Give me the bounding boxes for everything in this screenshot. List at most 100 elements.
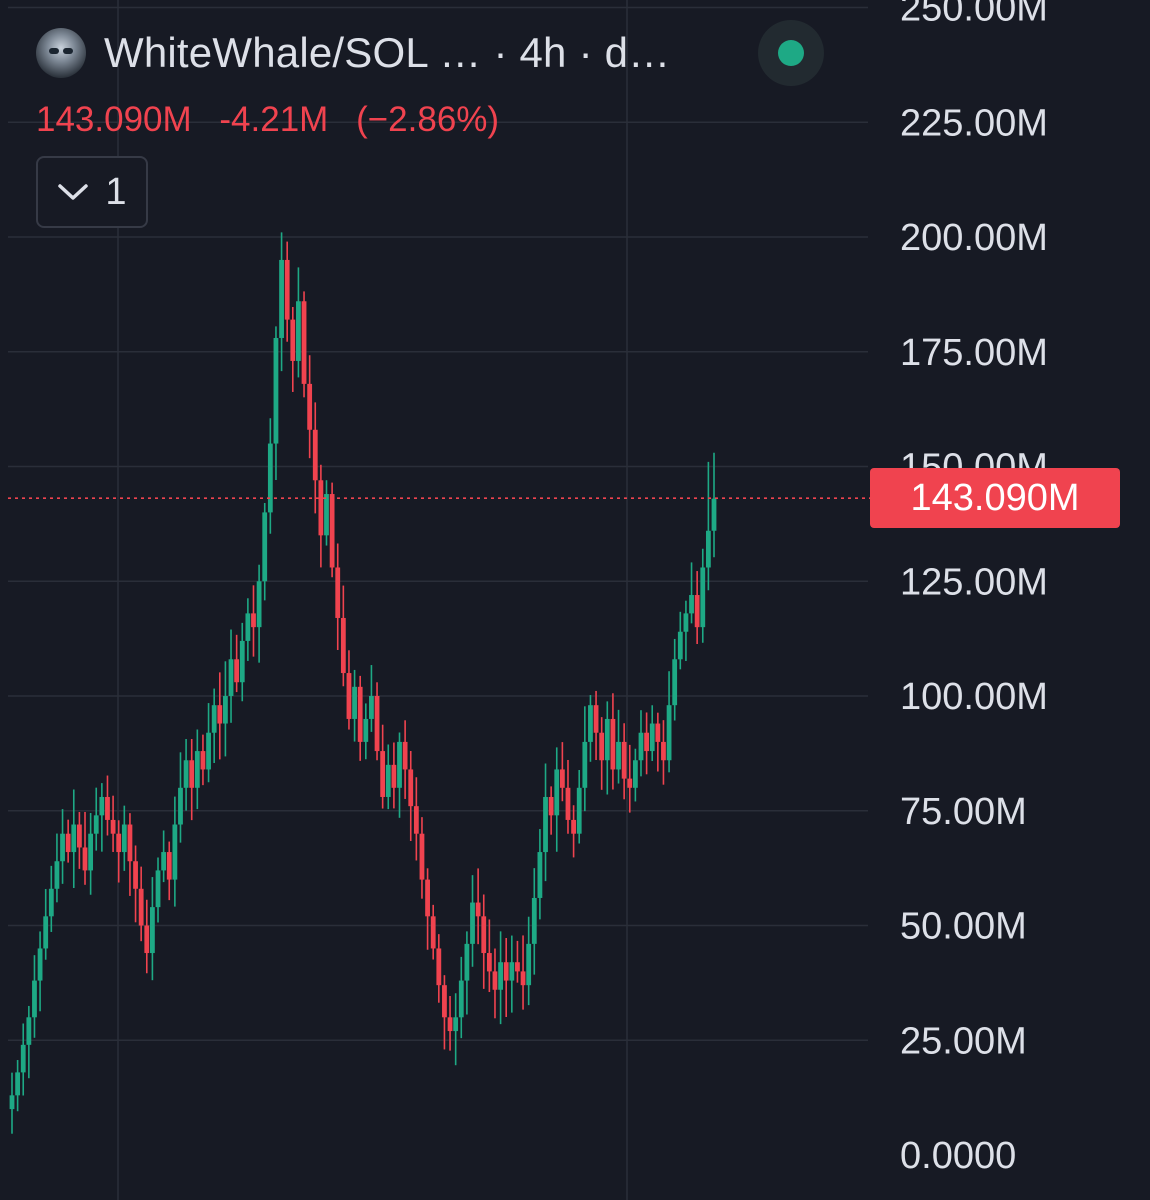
candle <box>649 705 655 762</box>
y-tick-label: 50.00M <box>900 906 1027 948</box>
candle <box>329 482 335 578</box>
candle <box>599 717 605 790</box>
candle <box>683 600 689 661</box>
candle <box>26 1005 32 1079</box>
candle <box>627 744 633 813</box>
candle <box>644 712 650 775</box>
y-tick-label: 100.00M <box>900 676 1048 718</box>
candle <box>632 748 638 802</box>
candle <box>453 993 459 1066</box>
market-status-indicator[interactable] <box>758 20 824 86</box>
candle <box>312 402 318 514</box>
candle <box>537 829 543 920</box>
candle <box>385 744 391 810</box>
candle <box>200 734 206 786</box>
candle <box>694 571 700 645</box>
candle <box>105 775 110 836</box>
candle <box>183 739 189 811</box>
candle <box>526 916 532 1006</box>
candle <box>689 562 694 624</box>
candle <box>374 682 380 761</box>
indicators-toggle-button[interactable]: 1 <box>36 156 148 228</box>
chevron-down-icon <box>58 184 89 200</box>
candle <box>700 548 706 643</box>
candle <box>616 709 621 784</box>
candle <box>447 996 453 1051</box>
candle <box>82 811 88 885</box>
candle <box>481 894 487 989</box>
live-dot-icon <box>778 40 804 66</box>
candle <box>565 759 571 834</box>
candle <box>301 291 307 398</box>
candle <box>110 795 116 852</box>
candle <box>475 868 481 945</box>
candle <box>503 938 509 1018</box>
candle <box>582 706 588 812</box>
candle <box>93 787 99 851</box>
price-axis: 250.00M225.00M200.00M175.00M150.00M125.0… <box>900 0 1048 1177</box>
last-price-value: 143.090M <box>36 100 192 139</box>
candle <box>121 805 127 871</box>
candle <box>43 889 49 960</box>
candle <box>531 868 537 975</box>
candle <box>335 543 341 651</box>
candle <box>464 931 470 1015</box>
y-tick-label: 25.00M <box>900 1020 1027 1062</box>
candle <box>672 638 678 721</box>
candle <box>138 866 144 942</box>
candle <box>430 904 436 960</box>
candle <box>498 931 503 1025</box>
candle <box>543 763 548 882</box>
candle <box>340 585 346 687</box>
candle <box>352 669 357 742</box>
candle <box>408 750 414 841</box>
y-tick-label: 0.0000 <box>900 1135 1016 1177</box>
candle <box>442 975 447 1050</box>
candle <box>318 464 324 568</box>
candle <box>593 690 599 761</box>
candle <box>397 732 402 818</box>
symbol-label[interactable]: WhiteWhale/SOL … <box>104 29 482 76</box>
candle <box>189 738 195 821</box>
separator-dot: · <box>493 29 508 76</box>
candle <box>413 777 419 861</box>
candle <box>621 723 627 800</box>
y-tick-label: 200.00M <box>900 217 1048 259</box>
candle <box>576 769 582 844</box>
candle <box>677 611 683 670</box>
candle <box>296 267 301 378</box>
candle <box>144 899 150 974</box>
candle <box>76 812 82 869</box>
candle <box>402 720 408 799</box>
candle <box>228 629 234 723</box>
candle <box>588 695 593 762</box>
candle <box>486 919 492 993</box>
candle <box>470 875 475 967</box>
candle <box>65 819 71 863</box>
candle <box>245 598 251 661</box>
candle <box>638 710 644 777</box>
candle <box>380 724 386 809</box>
y-tick-label: 250.00M <box>900 0 1048 30</box>
candle <box>37 931 43 1012</box>
candle <box>357 675 363 761</box>
candle <box>324 480 329 546</box>
candle <box>133 845 138 923</box>
candle <box>20 1023 26 1096</box>
candle <box>88 812 94 895</box>
candle <box>363 703 369 760</box>
y-tick-label: 75.00M <box>900 791 1027 833</box>
separator-dot: · <box>578 29 593 76</box>
candlestick-series <box>8 232 870 1134</box>
candle <box>604 701 610 795</box>
candle <box>346 650 352 730</box>
interval-label[interactable]: 4h <box>519 29 567 76</box>
candle <box>279 232 284 372</box>
candle <box>661 720 666 785</box>
candle <box>194 729 200 810</box>
current-price-tag: 143.090M <box>870 468 1120 528</box>
candle <box>267 418 273 534</box>
candle <box>217 672 223 760</box>
candle <box>211 688 217 764</box>
